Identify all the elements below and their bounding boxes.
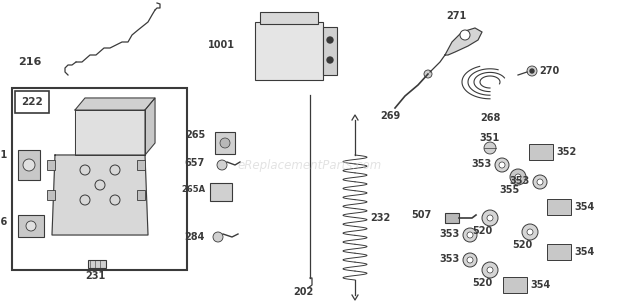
Text: 202: 202 <box>293 287 313 297</box>
Text: 222: 222 <box>21 97 43 107</box>
FancyBboxPatch shape <box>547 199 571 215</box>
Text: 507: 507 <box>412 210 432 220</box>
Bar <box>47 160 55 170</box>
Circle shape <box>482 262 498 278</box>
Text: 284: 284 <box>185 232 205 242</box>
Bar <box>210 183 232 201</box>
Text: 352: 352 <box>556 147 576 157</box>
Bar <box>15 91 49 113</box>
Text: 270: 270 <box>539 66 559 76</box>
Text: 351: 351 <box>480 133 500 143</box>
Text: 353: 353 <box>472 159 492 169</box>
Bar <box>18 150 40 180</box>
Circle shape <box>327 37 333 43</box>
Circle shape <box>327 57 333 63</box>
Text: 353: 353 <box>510 176 530 186</box>
Circle shape <box>463 253 477 267</box>
FancyBboxPatch shape <box>503 277 527 293</box>
Text: 216: 216 <box>18 57 42 67</box>
Circle shape <box>533 175 547 189</box>
Circle shape <box>467 232 473 238</box>
Text: eReplacementParts.com: eReplacementParts.com <box>238 159 382 172</box>
Circle shape <box>467 257 473 263</box>
Text: 520: 520 <box>472 226 492 236</box>
Circle shape <box>530 69 534 73</box>
Text: 621: 621 <box>0 150 8 160</box>
Circle shape <box>487 267 493 273</box>
Circle shape <box>217 160 227 170</box>
Text: 353: 353 <box>440 254 460 264</box>
Bar <box>260 12 318 24</box>
Circle shape <box>460 30 470 40</box>
Circle shape <box>515 174 521 180</box>
Circle shape <box>510 169 526 185</box>
Text: 269: 269 <box>380 111 400 121</box>
Bar <box>137 190 145 200</box>
Text: 1001: 1001 <box>208 40 235 50</box>
Bar <box>323 27 337 75</box>
Text: 271: 271 <box>446 11 466 21</box>
Bar <box>18 215 44 237</box>
Circle shape <box>487 215 493 221</box>
Circle shape <box>424 70 432 78</box>
Circle shape <box>495 158 509 172</box>
Text: 232: 232 <box>370 213 390 223</box>
FancyBboxPatch shape <box>529 144 553 160</box>
Bar <box>12 88 187 270</box>
Text: 354: 354 <box>574 247 594 257</box>
Circle shape <box>482 210 498 226</box>
Bar <box>137 160 145 170</box>
Circle shape <box>484 142 496 154</box>
Bar <box>255 22 323 80</box>
Circle shape <box>26 221 36 231</box>
Circle shape <box>213 232 223 242</box>
Bar <box>215 132 235 154</box>
FancyBboxPatch shape <box>547 244 571 260</box>
Circle shape <box>527 229 533 235</box>
Bar <box>445 213 459 223</box>
Text: 520: 520 <box>512 240 532 250</box>
Bar <box>88 260 106 268</box>
Circle shape <box>220 138 230 148</box>
Circle shape <box>522 224 538 240</box>
Text: 231: 231 <box>85 271 105 281</box>
Text: 354: 354 <box>574 202 594 212</box>
Text: 657: 657 <box>185 158 205 168</box>
Text: 520: 520 <box>472 278 492 288</box>
Bar <box>47 190 55 200</box>
Circle shape <box>463 228 477 242</box>
Polygon shape <box>52 155 148 235</box>
Text: 355: 355 <box>500 185 520 195</box>
Text: 916: 916 <box>0 217 8 227</box>
Polygon shape <box>445 28 482 55</box>
Circle shape <box>537 179 543 185</box>
Text: 268: 268 <box>480 113 500 123</box>
Circle shape <box>23 159 35 171</box>
Polygon shape <box>75 110 145 155</box>
Text: 265A: 265A <box>181 185 205 194</box>
Text: 354: 354 <box>530 280 551 290</box>
Circle shape <box>527 66 537 76</box>
Text: 353: 353 <box>440 229 460 239</box>
Circle shape <box>499 162 505 168</box>
Polygon shape <box>145 98 155 155</box>
Polygon shape <box>75 98 155 110</box>
Text: 265: 265 <box>185 130 205 140</box>
